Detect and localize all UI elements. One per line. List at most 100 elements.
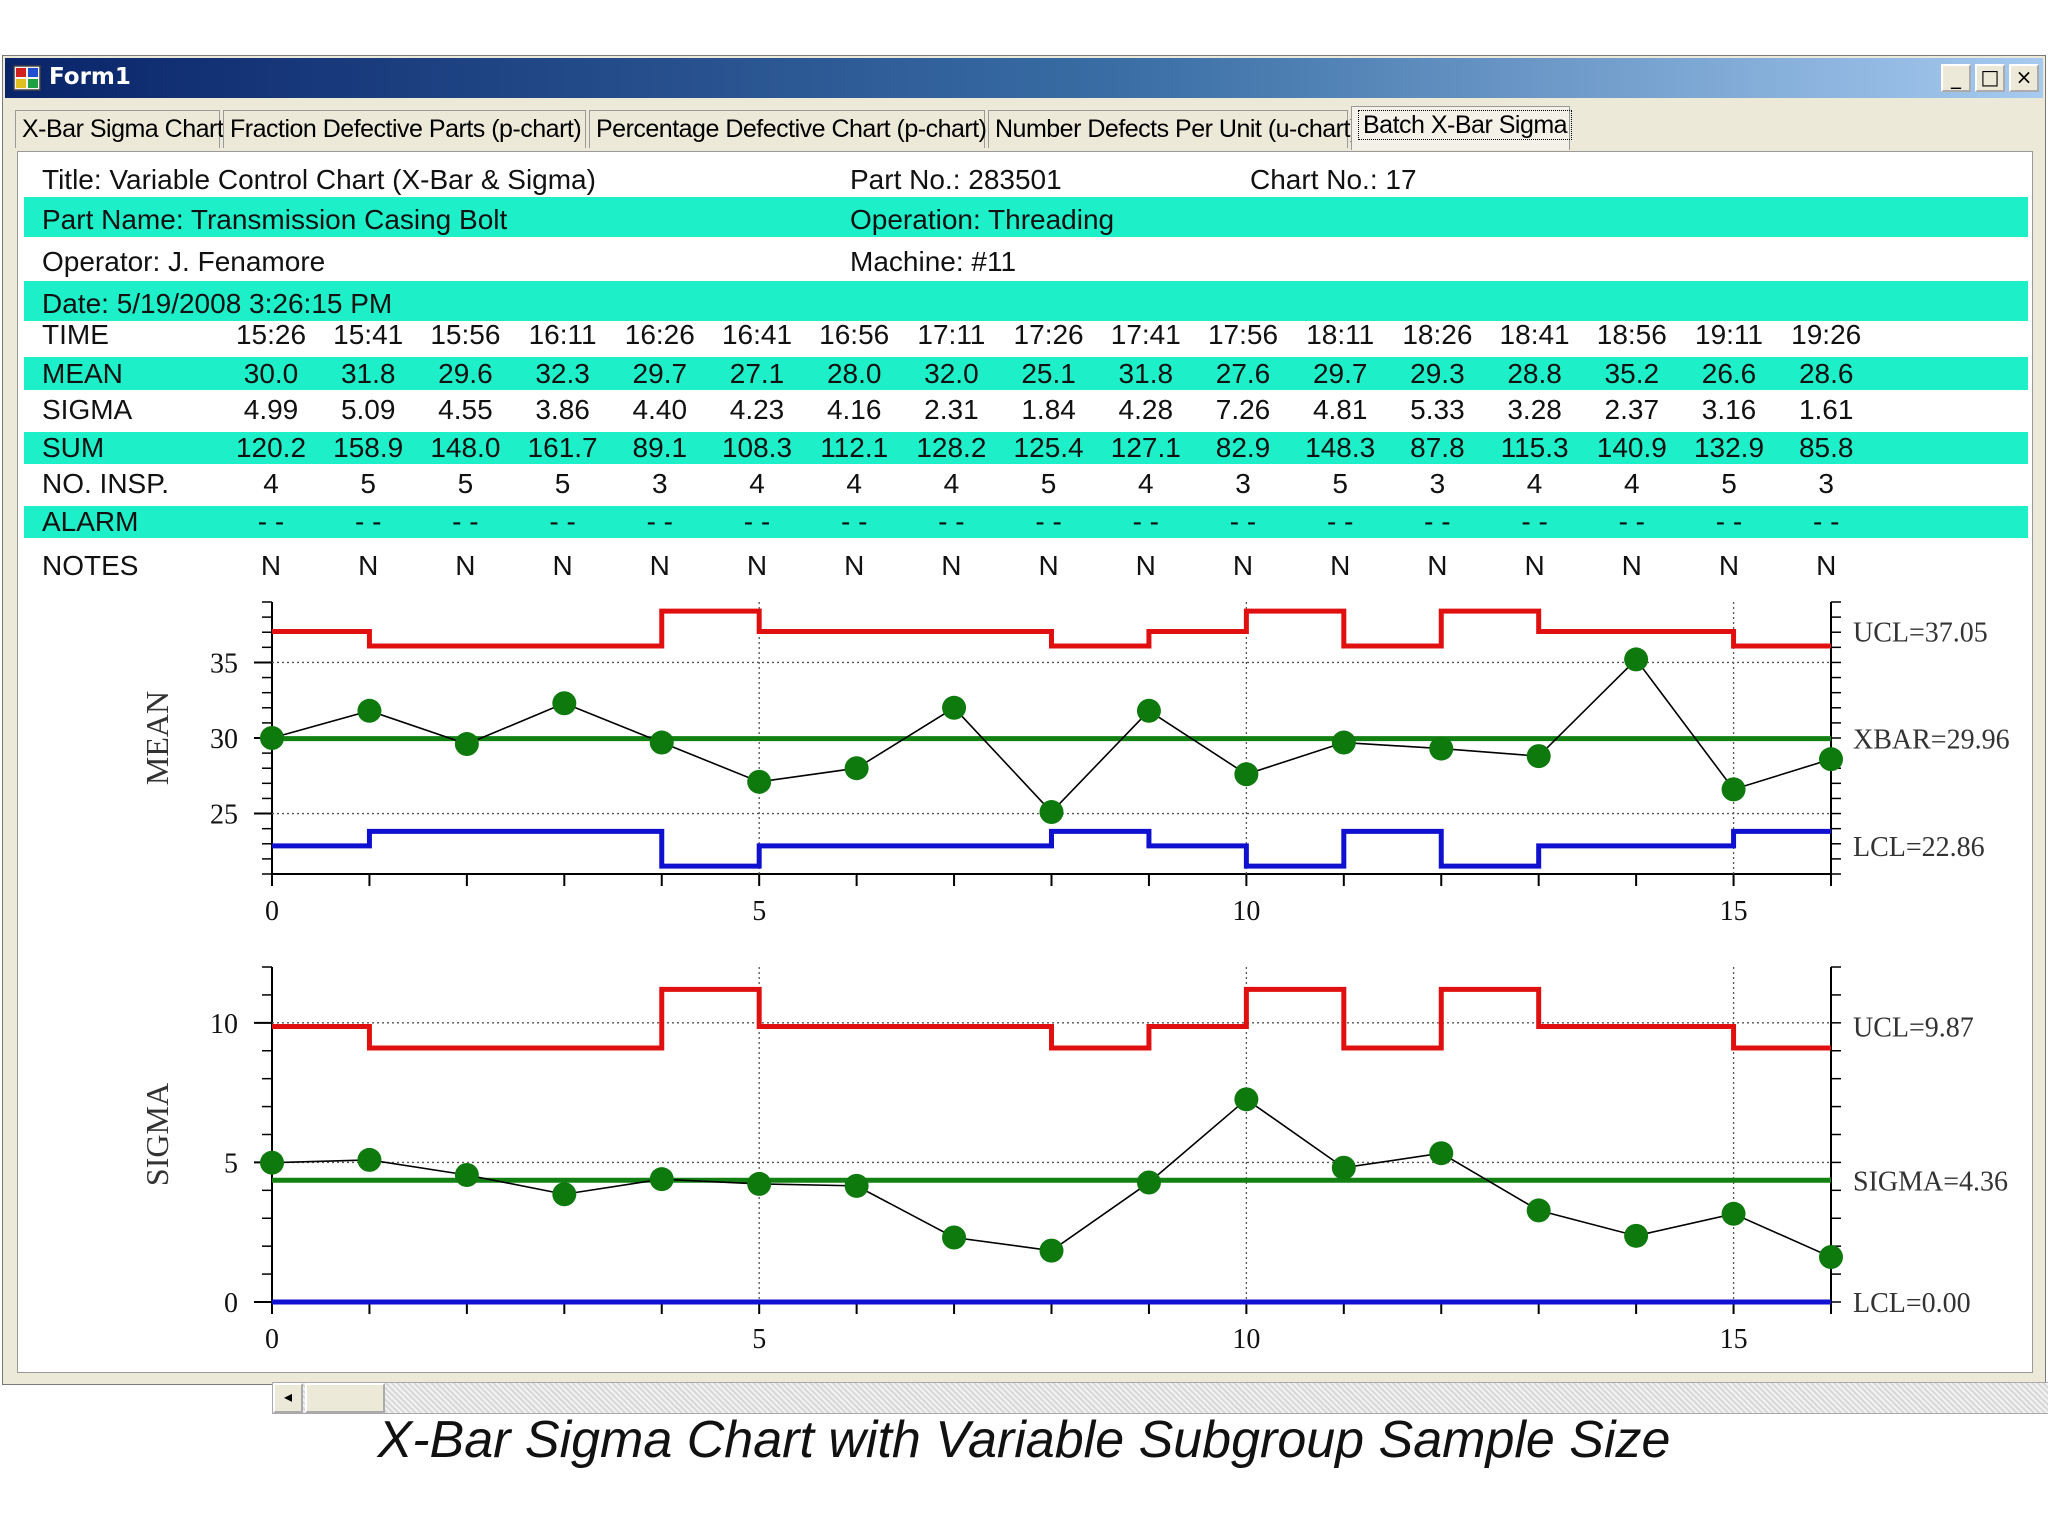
table-cell: 16:56 (819, 319, 890, 350)
table-cell: 1.61 (1798, 394, 1854, 425)
data-point (1136, 698, 1161, 723)
data-point (747, 1171, 772, 1196)
table-cell: 29.6 (438, 358, 493, 389)
data-series-line (271, 658, 1832, 814)
operator: Operator: J. Fenamore (42, 246, 326, 277)
table-cell: 17:26 (1013, 319, 1084, 350)
table-cell: 29.3 (1410, 358, 1465, 389)
data-point (1624, 1223, 1649, 1248)
limit-label-center: SIGMA=4.36 (1853, 1166, 2008, 1197)
part-number: Part No.: 283501 (850, 164, 1062, 195)
band-sum (24, 432, 2028, 464)
table-cell: 18:56 (1596, 319, 1667, 350)
x-tick-label: 10 (1232, 1324, 1260, 1355)
table-cell: 5 (554, 468, 571, 499)
table-cell: 16:41 (721, 319, 793, 350)
band-part-name (24, 197, 2028, 237)
table-cell: 3 (1429, 468, 1446, 499)
row-label: TIME (42, 319, 109, 350)
data-point (454, 732, 479, 757)
table-cell: - - (1035, 506, 1062, 537)
table-cell: 115.3 (1500, 432, 1569, 463)
data-point (942, 695, 967, 720)
lcl-step-line (272, 828, 1831, 869)
tab-number-defects[interactable]: Number Defects Per Unit (u-chart) (988, 110, 1358, 148)
tab-percentage-defective[interactable]: Percentage Defective Chart (p-chart) (589, 110, 987, 148)
scrollbar-thumb[interactable] (305, 1383, 385, 1413)
application-window: Form1 _ □ × X-Bar Sigma Chart Fraction D… (2, 55, 2048, 1414)
table-cell: N (1427, 550, 1448, 581)
data-point (1136, 1170, 1161, 1195)
table-cell: 3 (652, 468, 668, 499)
table-cell: 127.1 (1110, 432, 1181, 463)
horizontal-scrollbar[interactable]: ◂ ▸ (272, 1382, 2048, 1414)
table-cell: 89.1 (632, 432, 688, 463)
tab-label: Percentage Defective Chart (p-chart) (596, 115, 987, 143)
table-cell: 125.4 (1013, 432, 1084, 463)
table-cell: 4.55 (438, 394, 493, 425)
tab-label: Batch X-Bar Sigma (1358, 110, 1573, 140)
table-cell: 4 (943, 468, 960, 499)
data-point (1429, 736, 1454, 761)
table-cell: 4 (263, 468, 279, 499)
table-cell: - - (1521, 506, 1548, 537)
table-cell: - - (938, 506, 965, 537)
table-cell: 82.9 (1215, 432, 1271, 463)
table-cell: 128.2 (916, 432, 987, 463)
data-point (1819, 1245, 1843, 1270)
band-alarm (24, 506, 2028, 538)
tab-fraction-defective[interactable]: Fraction Defective Parts (p-chart) (223, 110, 586, 148)
row-label: ALARM (42, 506, 139, 537)
table-cell: N (1718, 550, 1740, 581)
tab-strip: X-Bar Sigma Chart Fraction Defective Par… (15, 106, 2035, 150)
table-cell: - - (1326, 506, 1354, 537)
tab-xbar-sigma-chart[interactable]: X-Bar Sigma Chart (15, 110, 224, 148)
table-cell: 19:11 (1695, 319, 1763, 350)
table-cell: - - (354, 506, 382, 537)
band-mean (24, 357, 2028, 390)
maximize-button[interactable]: □ (1975, 64, 2005, 92)
title-bar[interactable]: Form1 _ □ × (5, 58, 2043, 98)
table-cell: 18:26 (1402, 319, 1473, 350)
data-point (1039, 800, 1064, 825)
table-cell: 25.1 (1021, 358, 1076, 389)
table-cell: N (1232, 550, 1254, 581)
close-button[interactable]: × (2009, 64, 2039, 92)
data-point (1331, 730, 1356, 755)
table-cell: N (1816, 550, 1837, 581)
limit-label-ucl: UCL=37.05 (1853, 617, 1988, 648)
table-cell: - - (1812, 506, 1840, 537)
data-point (1039, 1238, 1064, 1263)
tab-batch-xbar-sigma[interactable]: Batch X-Bar Sigma (1351, 106, 1573, 150)
table-cell: - - (1618, 506, 1646, 537)
data-point (1624, 647, 1649, 672)
x-tick-label: 15 (1720, 1324, 1748, 1355)
table-cell: 31.8 (340, 358, 396, 389)
table-cell: N (941, 550, 962, 581)
scroll-left-arrow-icon[interactable]: ◂ (273, 1383, 303, 1413)
table-cell: 148.0 (430, 432, 501, 463)
table-cell: 132.9 (1693, 432, 1765, 463)
date: Date: 5/19/2008 3:26:15 PM (42, 288, 393, 319)
data-point (260, 726, 284, 750)
tab-label: X-Bar Sigma Chart (22, 115, 224, 143)
limit-label-lcl: LCL=22.86 (1853, 832, 1985, 863)
x-tick-label: 5 (752, 1324, 766, 1355)
minimize-button[interactable]: _ (1941, 64, 1971, 92)
row-label: MEAN (42, 358, 123, 389)
table-cell: 17:11 (917, 319, 986, 350)
data-point (1721, 1201, 1746, 1226)
machine: Machine: #11 (850, 246, 1017, 277)
table-cell: 4 (1624, 468, 1640, 499)
table-cell: N (260, 550, 282, 581)
row-label: NOTES (42, 550, 139, 581)
y-tick-label: 35 (210, 648, 238, 679)
table-cell: 5.33 (1410, 394, 1465, 425)
table-cell: 2.37 (1604, 394, 1660, 425)
data-point (1429, 1141, 1454, 1166)
table-cell: 15:56 (430, 319, 501, 350)
table-cell: 16:11 (528, 319, 597, 350)
table-cell: 5 (457, 468, 474, 499)
table-cell: 32.3 (535, 358, 590, 389)
table-cell: N (455, 550, 476, 581)
